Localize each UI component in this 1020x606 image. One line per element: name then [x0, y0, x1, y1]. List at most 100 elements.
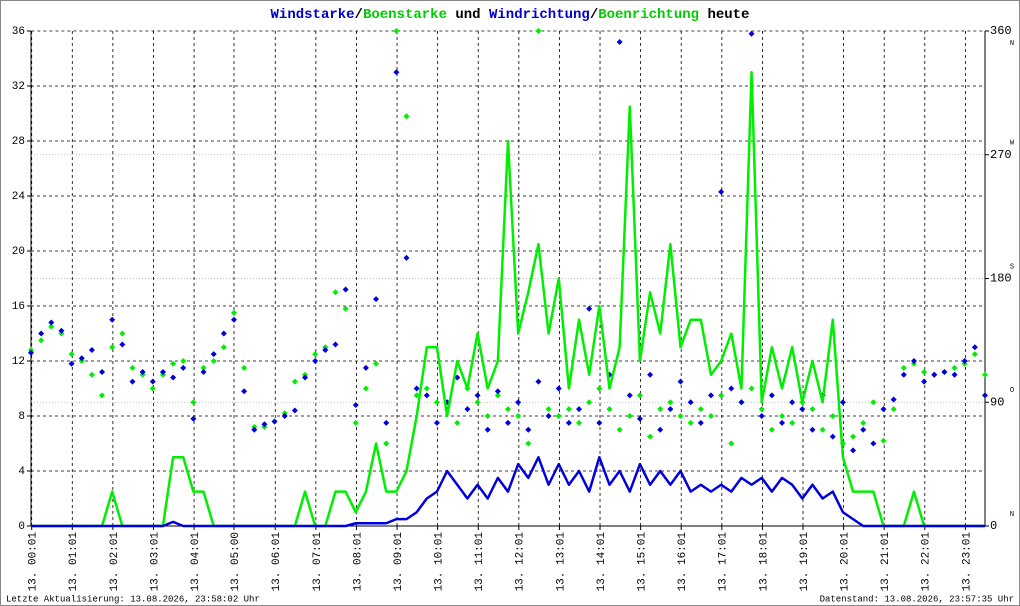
y-tick-label: 28: [12, 136, 25, 148]
direction-point: [586, 399, 593, 406]
x-tick-label: 13. 15:01: [637, 532, 649, 592]
x-tick-label: 13. 23:01: [961, 532, 973, 592]
direction-point: [484, 413, 491, 419]
direction-point: [342, 286, 349, 293]
y-tick-label: 24: [12, 191, 26, 203]
direction-point: [647, 371, 654, 378]
direction-point: [362, 364, 369, 371]
direction-point: [494, 388, 501, 395]
direction-point: [586, 305, 593, 312]
y2-tick-label: 270: [990, 148, 1012, 162]
title-part: heute: [699, 7, 749, 23]
direction-point: [728, 440, 735, 447]
y-tick-label: 12: [12, 356, 25, 368]
direction-point: [322, 347, 329, 353]
y-tick-label: 4: [18, 466, 25, 478]
direction-point: [393, 28, 400, 34]
x-tick-label: 13. 01:01: [68, 532, 80, 592]
direction-point: [890, 406, 897, 413]
x-tick-label: 13. 14:01: [596, 532, 608, 592]
direction-point: [119, 341, 126, 348]
direction-point: [596, 419, 603, 426]
direction-point: [230, 309, 237, 316]
speed-line: [31, 71, 985, 528]
direction-point: [383, 419, 390, 426]
x-tick-label: 13. 11:01: [474, 532, 486, 592]
direction-point: [170, 360, 177, 367]
direction-point: [535, 378, 542, 385]
direction-point: [687, 399, 694, 406]
direction-point: [38, 337, 45, 344]
direction-point: [78, 355, 85, 362]
direction-point: [88, 371, 95, 378]
title-part: Boenrichtung: [598, 7, 699, 23]
direction-point: [119, 330, 126, 337]
direction-point: [718, 392, 725, 399]
title-part: und: [447, 7, 489, 23]
direction-point: [352, 402, 359, 408]
direction-point: [636, 415, 643, 422]
direction-point: [515, 399, 522, 406]
direction-point: [68, 351, 75, 358]
direction-point: [200, 364, 207, 371]
title-part: /: [355, 7, 363, 23]
x-tick-label: 13. 07:01: [312, 532, 324, 592]
direction-point: [545, 413, 552, 419]
y-tick-label: 0: [18, 521, 25, 533]
direction-point: [525, 440, 532, 447]
direction-point: [626, 392, 633, 399]
direction-point: [545, 406, 552, 413]
x-tick-label: 13. 06:01: [271, 532, 283, 592]
y2-tick-label: 360: [990, 24, 1012, 38]
direction-point: [576, 406, 583, 413]
direction-point: [677, 413, 684, 419]
direction-point: [860, 426, 867, 433]
direction-point: [951, 371, 958, 378]
direction-point: [941, 369, 948, 375]
direction-point: [241, 388, 248, 395]
direction-point: [200, 369, 207, 375]
x-tick-label: 13. 16:01: [677, 532, 689, 592]
x-tick-label: 13. 04:01: [190, 532, 202, 592]
direction-point: [697, 419, 704, 426]
direction-point: [910, 358, 917, 364]
footer-left: Letzte Aktualisierung: 13.08.2026, 23:58…: [6, 594, 260, 604]
direction-point: [565, 406, 572, 413]
direction-point: [860, 419, 867, 426]
direction-point: [900, 371, 907, 378]
direction-point: [687, 419, 694, 426]
direction-point: [890, 396, 897, 403]
chart-title: Windstarke/Boenstarke und Windrichtung/B…: [271, 7, 750, 23]
direction-point: [880, 437, 887, 444]
direction-point: [149, 378, 156, 385]
direction-point: [616, 39, 623, 45]
y-tick-label: 8: [18, 411, 25, 423]
direction-point: [555, 385, 562, 392]
direction-point: [342, 305, 349, 312]
compass-label: N: [1010, 511, 1014, 519]
direction-point: [190, 399, 197, 406]
direction-point: [829, 433, 836, 440]
direction-point: [982, 371, 988, 378]
direction-point: [636, 392, 643, 399]
direction-point: [423, 385, 430, 392]
y2-tick-label: 90: [990, 395, 1004, 409]
direction-point: [261, 421, 268, 428]
direction-point: [748, 385, 755, 392]
direction-point: [251, 426, 258, 433]
direction-point: [139, 369, 146, 375]
direction-point: [839, 399, 846, 406]
direction-point: [505, 406, 511, 413]
direction-point: [38, 330, 45, 337]
direction-point: [484, 426, 491, 433]
direction-point: [951, 364, 958, 371]
x-tick-label: 13. 03:01: [149, 532, 161, 592]
title-part: /: [590, 7, 598, 23]
direction-point: [829, 413, 836, 419]
y2-tick-label: 180: [990, 272, 1012, 286]
direction-point: [677, 378, 684, 385]
direction-point: [271, 418, 278, 425]
direction-point: [758, 406, 765, 413]
direction-point: [454, 419, 461, 426]
